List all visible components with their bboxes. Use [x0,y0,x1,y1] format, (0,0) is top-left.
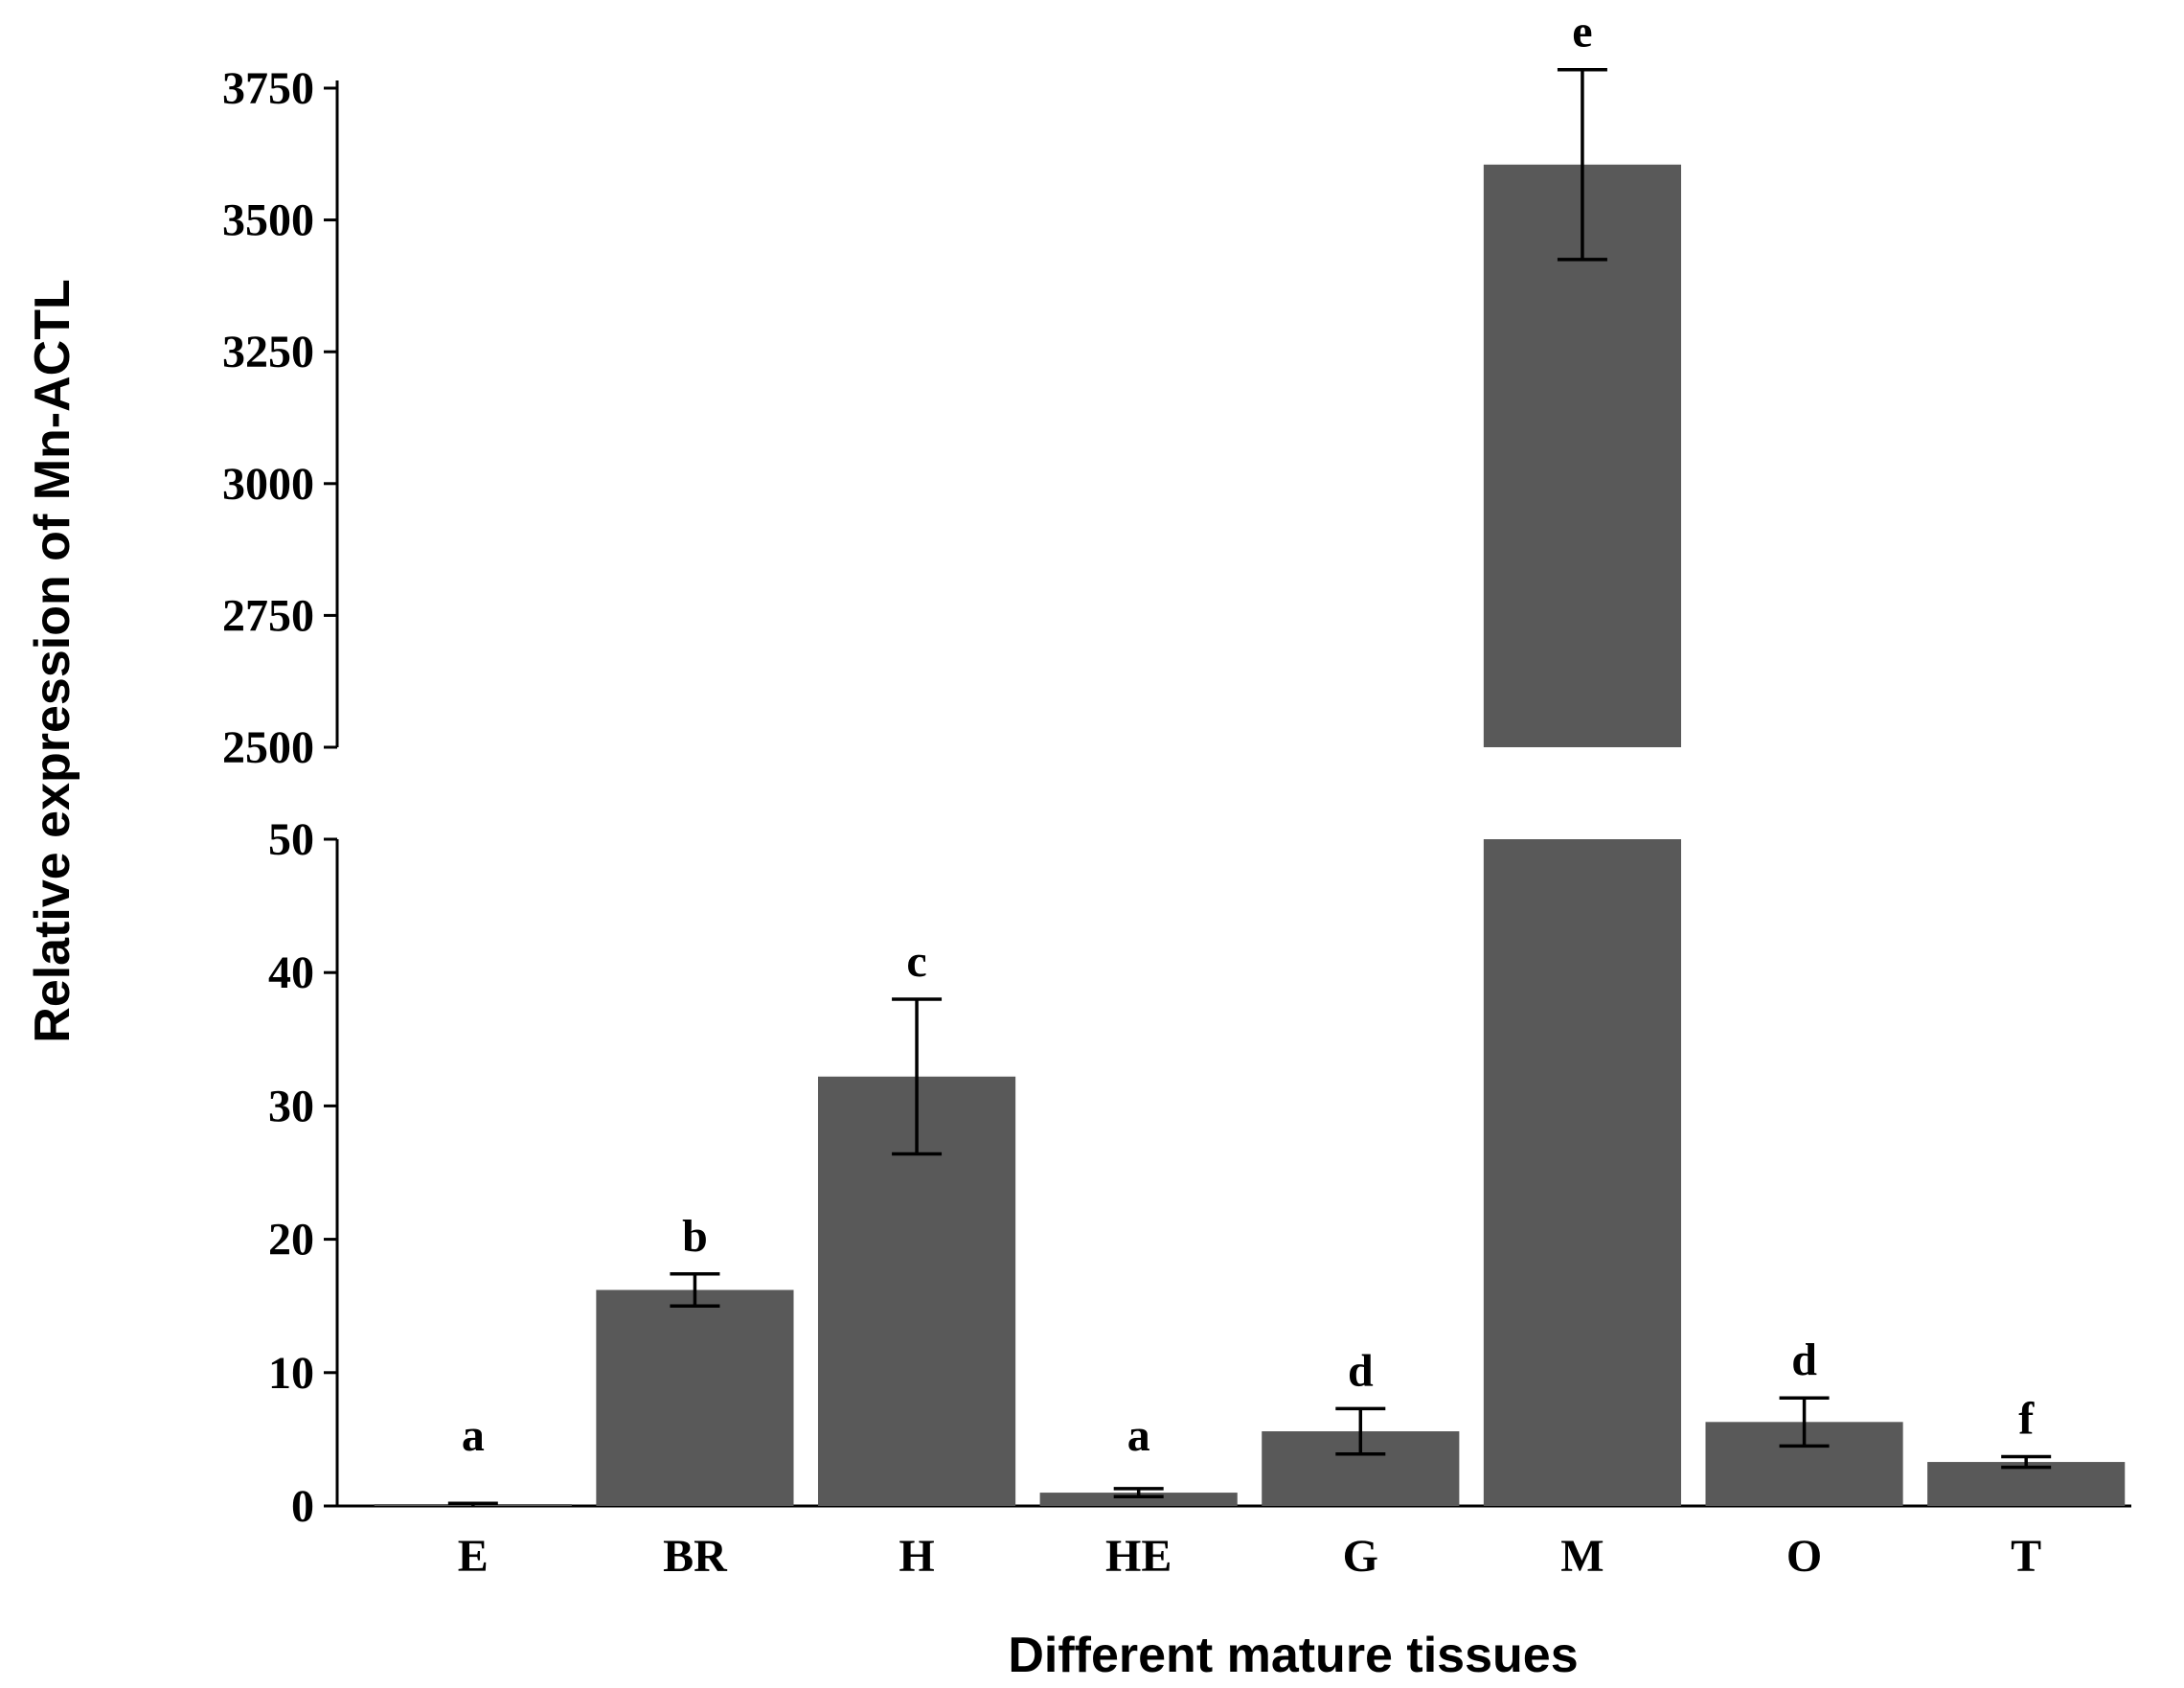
upper-y-tick-label: 2750 [222,590,314,641]
bar [1483,164,1682,748]
bar [1483,839,1682,1506]
lower-y-tick-label: 0 [291,1481,314,1532]
significance-label: a [1127,1410,1150,1461]
bars [374,164,2126,1506]
x-axis-title: Different mature tissues [1008,1628,1578,1683]
upper-y-tick-label: 3750 [222,63,314,114]
error-bars [447,67,2052,1506]
lower-y-tick-label: 50 [268,814,314,865]
lower-y-tick-label: 30 [268,1081,314,1131]
bar [596,1289,794,1506]
y-axis-title: Relative expression of Mn-ACTL [25,279,80,1042]
x-tick-labels: E BR H HE G M O T [458,1531,2041,1582]
bar [1927,1462,2126,1506]
upper-y-tick-label: 2500 [222,722,314,773]
x-tick-label: O [1786,1531,1822,1582]
upper-y-tick-label: 3500 [222,195,314,246]
lower-y-tick-label: 40 [268,947,314,998]
significance-label: c [906,936,926,987]
x-tick-label: H [899,1531,934,1582]
upper-y-axis: 2500 2750 3000 3250 3500 3750 [222,63,339,773]
x-tick-label: M [1560,1531,1604,1582]
x-tick-label: E [458,1531,489,1582]
significance-label: b [682,1211,708,1262]
bar [1039,1493,1238,1506]
x-tick-label: G [1343,1531,1378,1582]
upper-y-tick-label: 3250 [222,327,314,377]
significance-label: e [1572,7,1592,57]
x-tick-label: T [2011,1531,2041,1582]
lower-y-tick-label: 10 [268,1348,314,1399]
x-tick-label: BR [663,1531,728,1582]
significance-label: d [1348,1345,1374,1396]
significance-label: f [2018,1393,2035,1444]
significance-label: a [462,1410,485,1461]
lower-y-tick-label: 20 [268,1215,314,1266]
significance-label: d [1791,1334,1817,1385]
x-tick-label: HE [1105,1531,1172,1582]
upper-y-tick-label: 3000 [222,459,314,510]
significance-labels: a b c a d e d f [462,7,2035,1461]
